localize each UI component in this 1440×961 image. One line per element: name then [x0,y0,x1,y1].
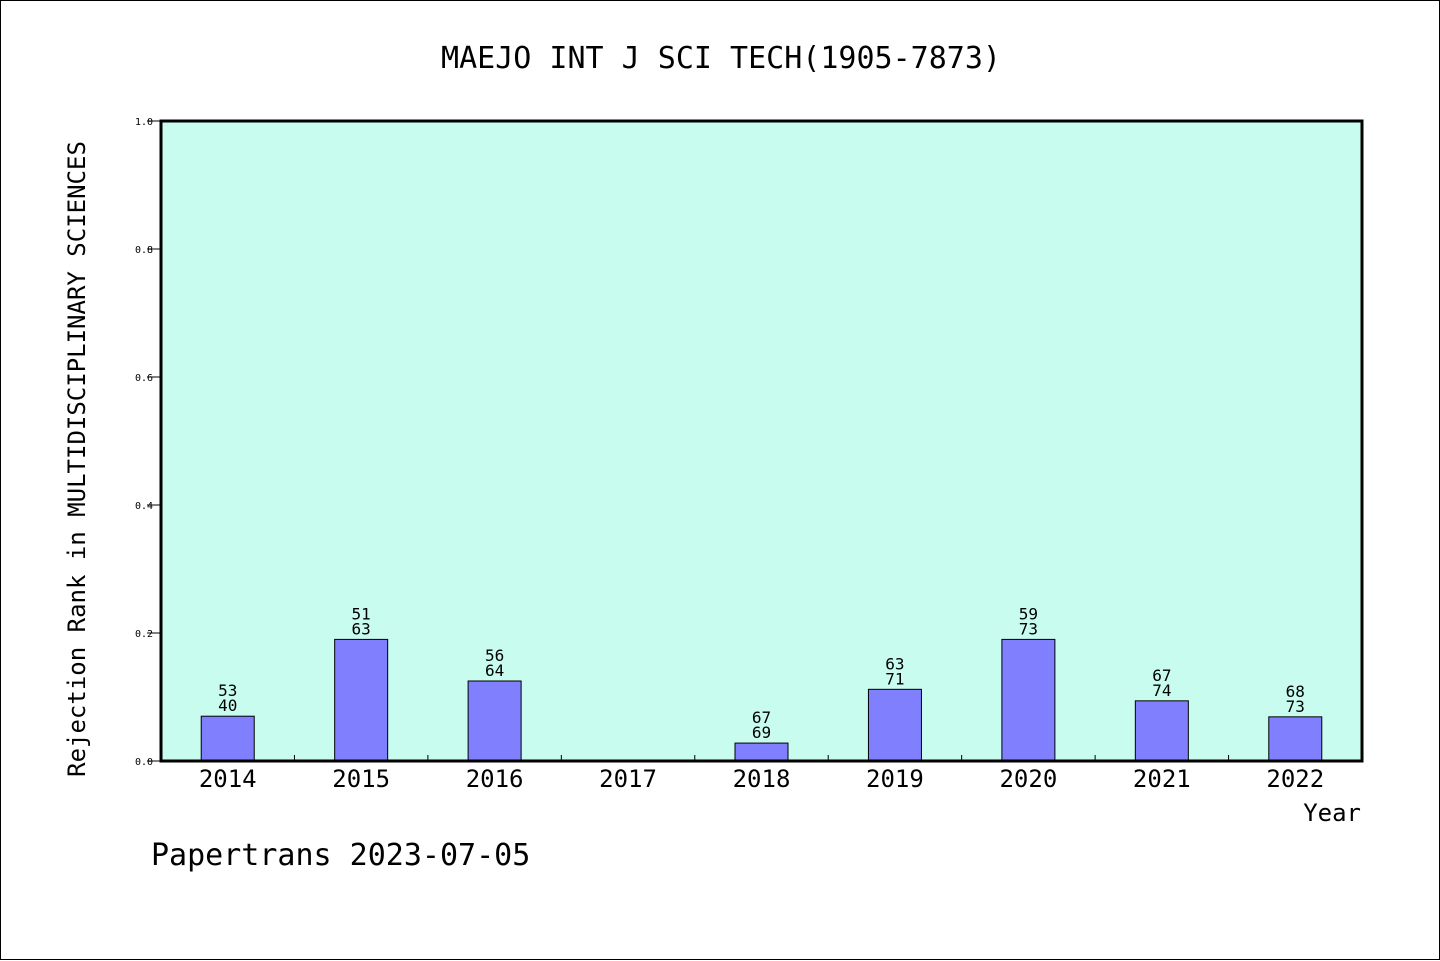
bar-label-bottom: 73 [1019,619,1038,638]
bar-2020 [1001,638,1056,762]
x-axis-label: Year [1303,799,1361,827]
bar-series [200,638,1323,762]
bar-label-bottom: 73 [1286,697,1305,716]
y-tick-label: 0.4 [135,501,153,512]
bar-2016 [467,680,522,762]
chart-title: MAEJO INT J SCI TECH(1905-7873) [441,41,1001,76]
bar-2018 [734,742,789,762]
bar-label-top: 51 [352,604,371,623]
y-tick-label: 0.2 [135,629,153,640]
x-tick-label: 2022 [1266,765,1324,793]
bar-2021 [1134,700,1189,762]
bar-label-top: 53 [218,681,237,700]
bar-label-bottom: 40 [218,696,237,715]
bar-2014 [200,715,255,762]
bar-2019 [867,688,922,762]
x-tick-label: 2017 [599,765,657,793]
y-tick-label: 1.0 [135,117,153,128]
x-tick-label: 2014 [199,765,257,793]
bar-label-bottom: 74 [1152,681,1171,700]
y-tick-label: 0.0 [135,757,153,768]
bar-label-bottom: 69 [752,723,771,742]
x-tick-label: 2015 [332,765,390,793]
bar-label-top: 59 [1019,604,1038,623]
x-tick-label: 2021 [1133,765,1191,793]
bar-label-top: 56 [485,646,504,665]
y-tick-label: 0.6 [135,373,153,384]
y-tick-label: 0.8 [135,245,153,256]
footer-credit: Papertrans 2023-07-05 [151,838,530,873]
bar-2015 [334,638,389,762]
bar-label-top: 68 [1286,682,1305,701]
y-axis: 0.0 0.2 0.4 0.6 0.8 1.0 [135,117,161,768]
bar-label-top: 63 [885,654,904,673]
x-tick-label: 2018 [733,765,791,793]
bar-label-bottom: 71 [885,669,904,688]
bar-label-bottom: 64 [485,661,504,680]
bar-label-top: 67 [1152,666,1171,685]
bar-2022 [1268,716,1323,762]
bar-label-top: 67 [752,708,771,727]
x-tick-label: 2020 [999,765,1057,793]
plot-border [159,119,1364,763]
bar-label-bottom: 63 [352,619,371,638]
x-tick-label: 2019 [866,765,924,793]
x-axis: 2014 2015 2016 2017 2018 2019 2020 2021 2022 [199,755,1324,793]
y-axis-label: Rejection Rank in MULTIDISCIPLINARY SCIE… [63,141,91,777]
x-tick-label: 2016 [466,765,524,793]
